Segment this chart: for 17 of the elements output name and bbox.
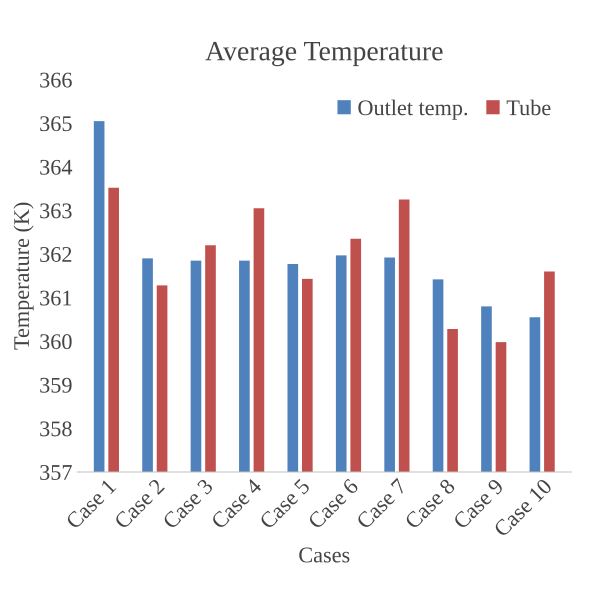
y-tick-label: 365 bbox=[40, 116, 72, 132]
legend-label: Outlet temp. bbox=[358, 100, 468, 120]
x-axis-title: Cases bbox=[299, 548, 350, 562]
y-tick-label: 359 bbox=[40, 378, 72, 393]
legend-label: Tube bbox=[506, 100, 550, 116]
y-tick-label: 363 bbox=[40, 203, 72, 218]
y-axis-title: Temperature (K) bbox=[13, 202, 34, 350]
y-tick-label: 366 bbox=[40, 72, 72, 88]
chart-title: Average Temperature bbox=[205, 42, 443, 66]
y-tick-label: 358 bbox=[40, 421, 72, 436]
y-tick-label: 360 bbox=[40, 334, 72, 350]
x-tick-label: Case 1 bbox=[65, 478, 117, 530]
y-tick-label: 362 bbox=[40, 247, 72, 262]
y-tick-label: 364 bbox=[40, 160, 72, 175]
y-tick-label: 357 bbox=[40, 464, 72, 480]
y-tick-label: 361 bbox=[40, 290, 72, 306]
x-tick-label: Case 8 bbox=[404, 478, 456, 530]
